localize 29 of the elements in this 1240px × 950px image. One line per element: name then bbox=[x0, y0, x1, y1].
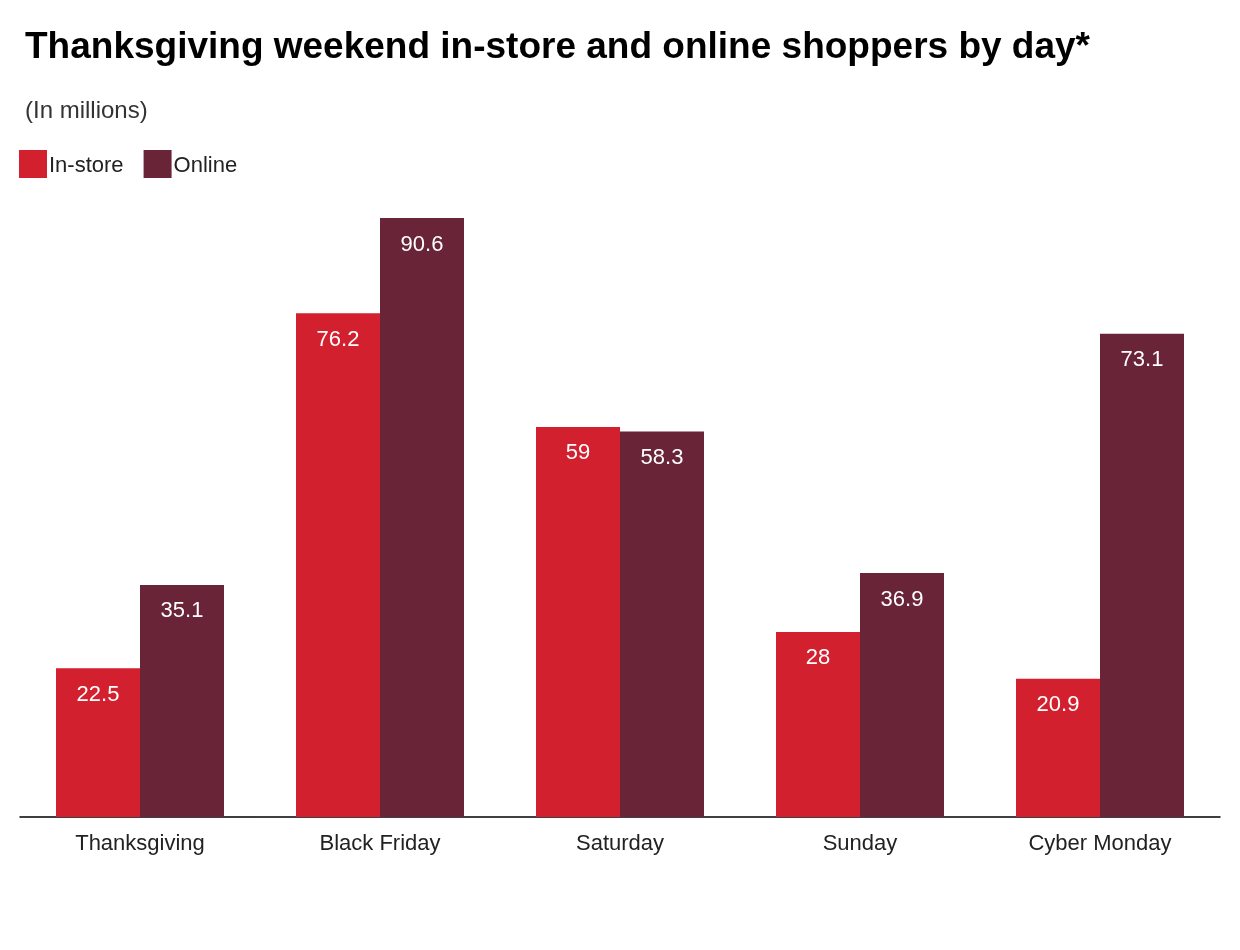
bar bbox=[380, 218, 464, 817]
data-label: 59 bbox=[565, 439, 591, 465]
chart-title: Thanksgiving weekend in-store and online shoppers by day* bbox=[25, 25, 1091, 66]
data-label: 73.1 bbox=[1120, 346, 1164, 372]
bar bbox=[776, 631, 860, 817]
data-label: 20.9 bbox=[1036, 691, 1080, 717]
chart-subtitle: (In millions) bbox=[25, 95, 148, 123]
data-label: 58.3 bbox=[640, 444, 684, 470]
x-tick-label: Sunday bbox=[822, 829, 898, 855]
bar bbox=[620, 431, 704, 817]
x-tick-label: Saturday bbox=[575, 829, 665, 855]
data-label: 28 bbox=[805, 644, 831, 670]
x-tick-label: Black Friday bbox=[319, 829, 441, 855]
data-label: 22.5 bbox=[76, 680, 120, 706]
bar bbox=[140, 584, 224, 817]
bar bbox=[536, 426, 620, 817]
data-label: 76.2 bbox=[316, 325, 360, 351]
data-label: 90.6 bbox=[400, 230, 444, 256]
legend-label: Online bbox=[173, 151, 238, 177]
legend-label: In-store bbox=[49, 151, 124, 177]
bar bbox=[1016, 678, 1100, 817]
bar bbox=[56, 668, 140, 817]
x-tick-label: Thanksgiving bbox=[75, 829, 205, 855]
bar bbox=[860, 573, 944, 817]
data-label: 35.1 bbox=[160, 597, 204, 623]
bar bbox=[1100, 333, 1184, 817]
data-label: 36.9 bbox=[880, 585, 924, 611]
x-tick-label: Cyber Monday bbox=[1028, 829, 1172, 855]
bar bbox=[296, 313, 380, 817]
